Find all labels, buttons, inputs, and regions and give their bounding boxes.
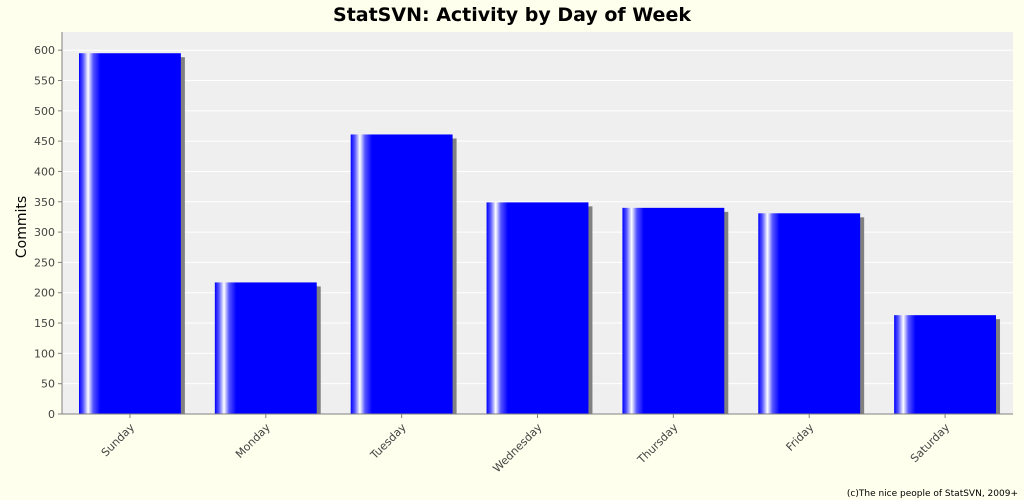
y-tick-label: 500 (34, 105, 55, 118)
x-tick-label: Sunday (99, 421, 138, 460)
bar-friday (758, 213, 861, 414)
credit-text: (c)The nice people of StatSVN, 2009+ (847, 489, 1018, 499)
bars (78, 53, 1001, 414)
y-tick-label: 50 (41, 378, 55, 391)
y-tick-label: 150 (34, 317, 55, 330)
bar-tuesday (350, 134, 453, 414)
bar-sunday (78, 53, 181, 414)
y-tick-label: 450 (34, 135, 55, 148)
y-axis-ticks: 0 50 100 150 200 250 300 350 400 450 500 550 600 (34, 44, 62, 421)
y-tick-label: 200 (34, 287, 55, 300)
x-axis-ticks: Sunday Monday Tuesday Wednesday Thursday Frid… (99, 414, 953, 475)
y-tick-label: 400 (34, 165, 55, 178)
x-tick-label: Friday (784, 421, 817, 454)
x-tick-label: Thursday (634, 421, 680, 467)
y-tick-label: 300 (34, 226, 55, 239)
bar-thursday (622, 207, 725, 414)
y-tick-label: 350 (34, 196, 55, 209)
y-axis-label: Commits (14, 196, 30, 258)
y-tick-label: 250 (34, 256, 55, 269)
x-tick-label: Saturday (908, 421, 953, 466)
x-tick-label: Monday (233, 421, 273, 461)
bar-wednesday (486, 202, 589, 414)
chart-title: StatSVN: Activity by Day of Week (333, 4, 691, 26)
y-tick-label: 550 (34, 75, 55, 88)
y-tick-label: 0 (48, 408, 55, 421)
y-tick-label: 600 (34, 44, 55, 57)
y-tick-label: 100 (34, 347, 55, 360)
bar-monday (214, 282, 317, 414)
x-tick-label: Wednesday (490, 421, 545, 476)
bar-saturday (894, 315, 997, 414)
x-tick-label: Tuesday (367, 421, 409, 463)
